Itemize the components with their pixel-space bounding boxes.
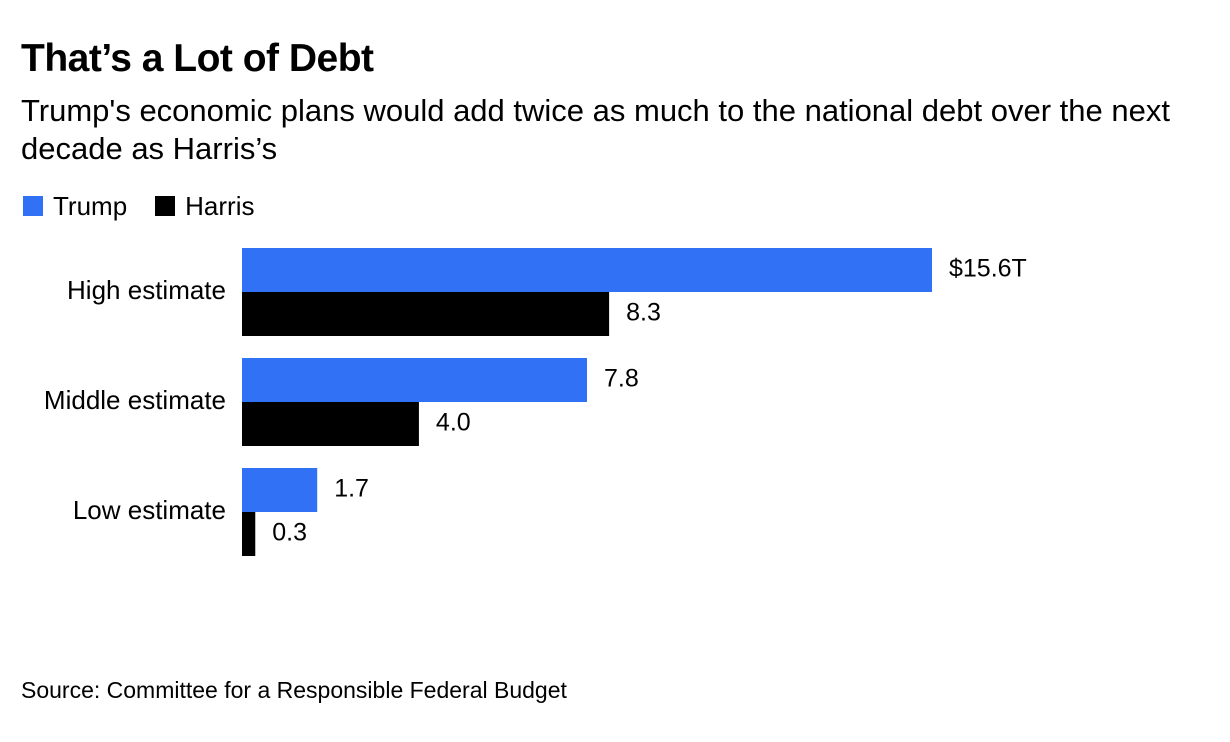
chart-legend: Trump Harris	[23, 190, 283, 222]
bar-trump-middle-estimate	[242, 358, 587, 402]
bar-trump-high-estimate	[242, 248, 932, 292]
chart-title: That’s a Lot of Debt	[21, 37, 374, 80]
legend-item-harris: Harris	[155, 190, 255, 222]
value-label-harris-high-estimate: 8.3	[626, 299, 661, 327]
legend-label-harris: Harris	[185, 190, 255, 221]
value-label-trump-middle-estimate: 7.8	[604, 365, 639, 393]
category-label-middle-estimate: Middle estimate	[44, 385, 226, 415]
category-label-low-estimate: Low estimate	[73, 495, 226, 525]
value-label-harris-middle-estimate: 4.0	[436, 409, 471, 437]
bar-harris-middle-estimate	[242, 402, 419, 446]
bar-harris-high-estimate	[242, 292, 610, 336]
bar-harris-low-estimate	[242, 512, 256, 556]
value-label-harris-low-estimate: 0.3	[272, 519, 307, 547]
legend-label-trump: Trump	[53, 190, 128, 221]
bar-trump-low-estimate	[242, 468, 318, 512]
legend-swatch-harris	[155, 196, 176, 216]
value-label-trump-low-estimate: 1.7	[334, 475, 369, 503]
chart-subtitle: Trump's economic plans would add twice a…	[21, 93, 1170, 166]
legend-item-trump: Trump	[23, 191, 127, 222]
value-label-trump-high-estimate: $15.6T	[949, 255, 1027, 283]
chart-source: Source: Committee for a Responsible Fede…	[21, 677, 567, 703]
category-label-high-estimate: High estimate	[67, 275, 226, 305]
legend-swatch-trump	[23, 196, 43, 216]
